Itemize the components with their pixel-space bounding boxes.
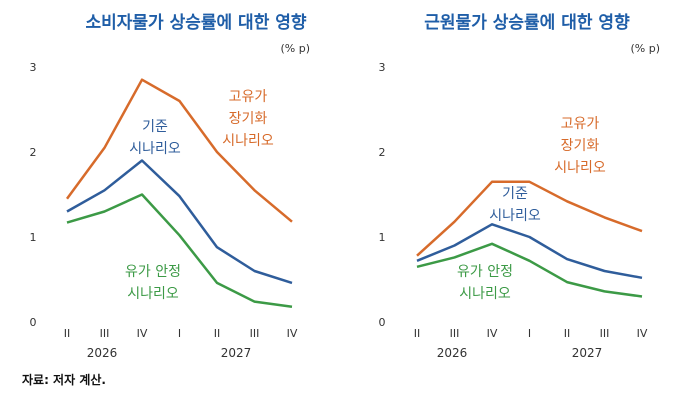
year-label-2026: 2026	[87, 346, 118, 360]
chart-title: 소비자물가 상승률에 대한 영향	[85, 12, 306, 33]
year-label-2027: 2027	[572, 346, 603, 360]
x-tick-label: II	[564, 327, 571, 340]
x-tick-label: IV	[637, 327, 648, 340]
annotation-stable-oil-line-1: 유가 안정	[125, 264, 181, 280]
annotation-high-oil-line-3: 시나리오	[222, 133, 274, 149]
y-tick-label: 0	[379, 316, 386, 329]
series-line-stable	[416, 242, 643, 298]
annotation-high-oil-line-3: 시나리오	[554, 160, 606, 176]
source-note: 자료: 저자 계산.	[22, 373, 106, 387]
y-tick-label: 3	[30, 61, 37, 74]
series-line-high	[416, 180, 643, 257]
y-tick-label: 1	[30, 231, 37, 244]
annotation-base-line-1: 기준	[502, 186, 528, 202]
y-tick-label: 1	[379, 231, 386, 244]
x-tick-label: III	[600, 327, 610, 340]
series-line-stable	[66, 193, 293, 308]
series-line-base	[416, 223, 643, 280]
x-tick-label: II	[414, 327, 421, 340]
annotation-high-oil-line-1: 고유가	[561, 116, 600, 132]
y-tick-label: 0	[30, 316, 37, 329]
y-tick-label: 2	[379, 146, 386, 159]
annotation-base-line-1: 기준	[142, 119, 168, 135]
year-label-2026: 2026	[437, 346, 468, 360]
annotation-stable-oil-line-1: 유가 안정	[457, 264, 513, 280]
x-tick-label: IV	[287, 327, 298, 340]
x-tick-label: II	[64, 327, 71, 340]
x-tick-label: III	[450, 327, 460, 340]
annotation-base-line-2: 시나리오	[129, 141, 181, 157]
annotation-high-oil-line-2: 장기화	[229, 111, 268, 127]
y-tick-label: 3	[379, 61, 386, 74]
x-tick-label: I	[528, 327, 531, 340]
series-line-high	[65, 78, 293, 223]
x-tick-label: I	[178, 327, 181, 340]
unit-label: (% p)	[280, 42, 310, 55]
annotation-stable-oil-line-2: 시나리오	[459, 286, 511, 302]
chart-title: 근원물가 상승률에 대한 영향	[424, 12, 630, 33]
unit-label: (% p)	[630, 42, 660, 55]
annotation-high-oil-line-1: 고유가	[229, 89, 268, 105]
x-tick-label: IV	[487, 327, 498, 340]
x-tick-label: IV	[137, 327, 148, 340]
annotation-base-line-2: 시나리오	[489, 208, 541, 224]
series-line-base	[66, 159, 293, 285]
x-tick-label: II	[214, 327, 221, 340]
annotation-high-oil-line-2: 장기화	[561, 138, 600, 154]
annotation-stable-oil-line-2: 시나리오	[127, 286, 179, 302]
year-label-2027: 2027	[221, 346, 252, 360]
x-tick-label: III	[100, 327, 110, 340]
x-tick-label: III	[250, 327, 260, 340]
y-tick-label: 2	[30, 146, 37, 159]
